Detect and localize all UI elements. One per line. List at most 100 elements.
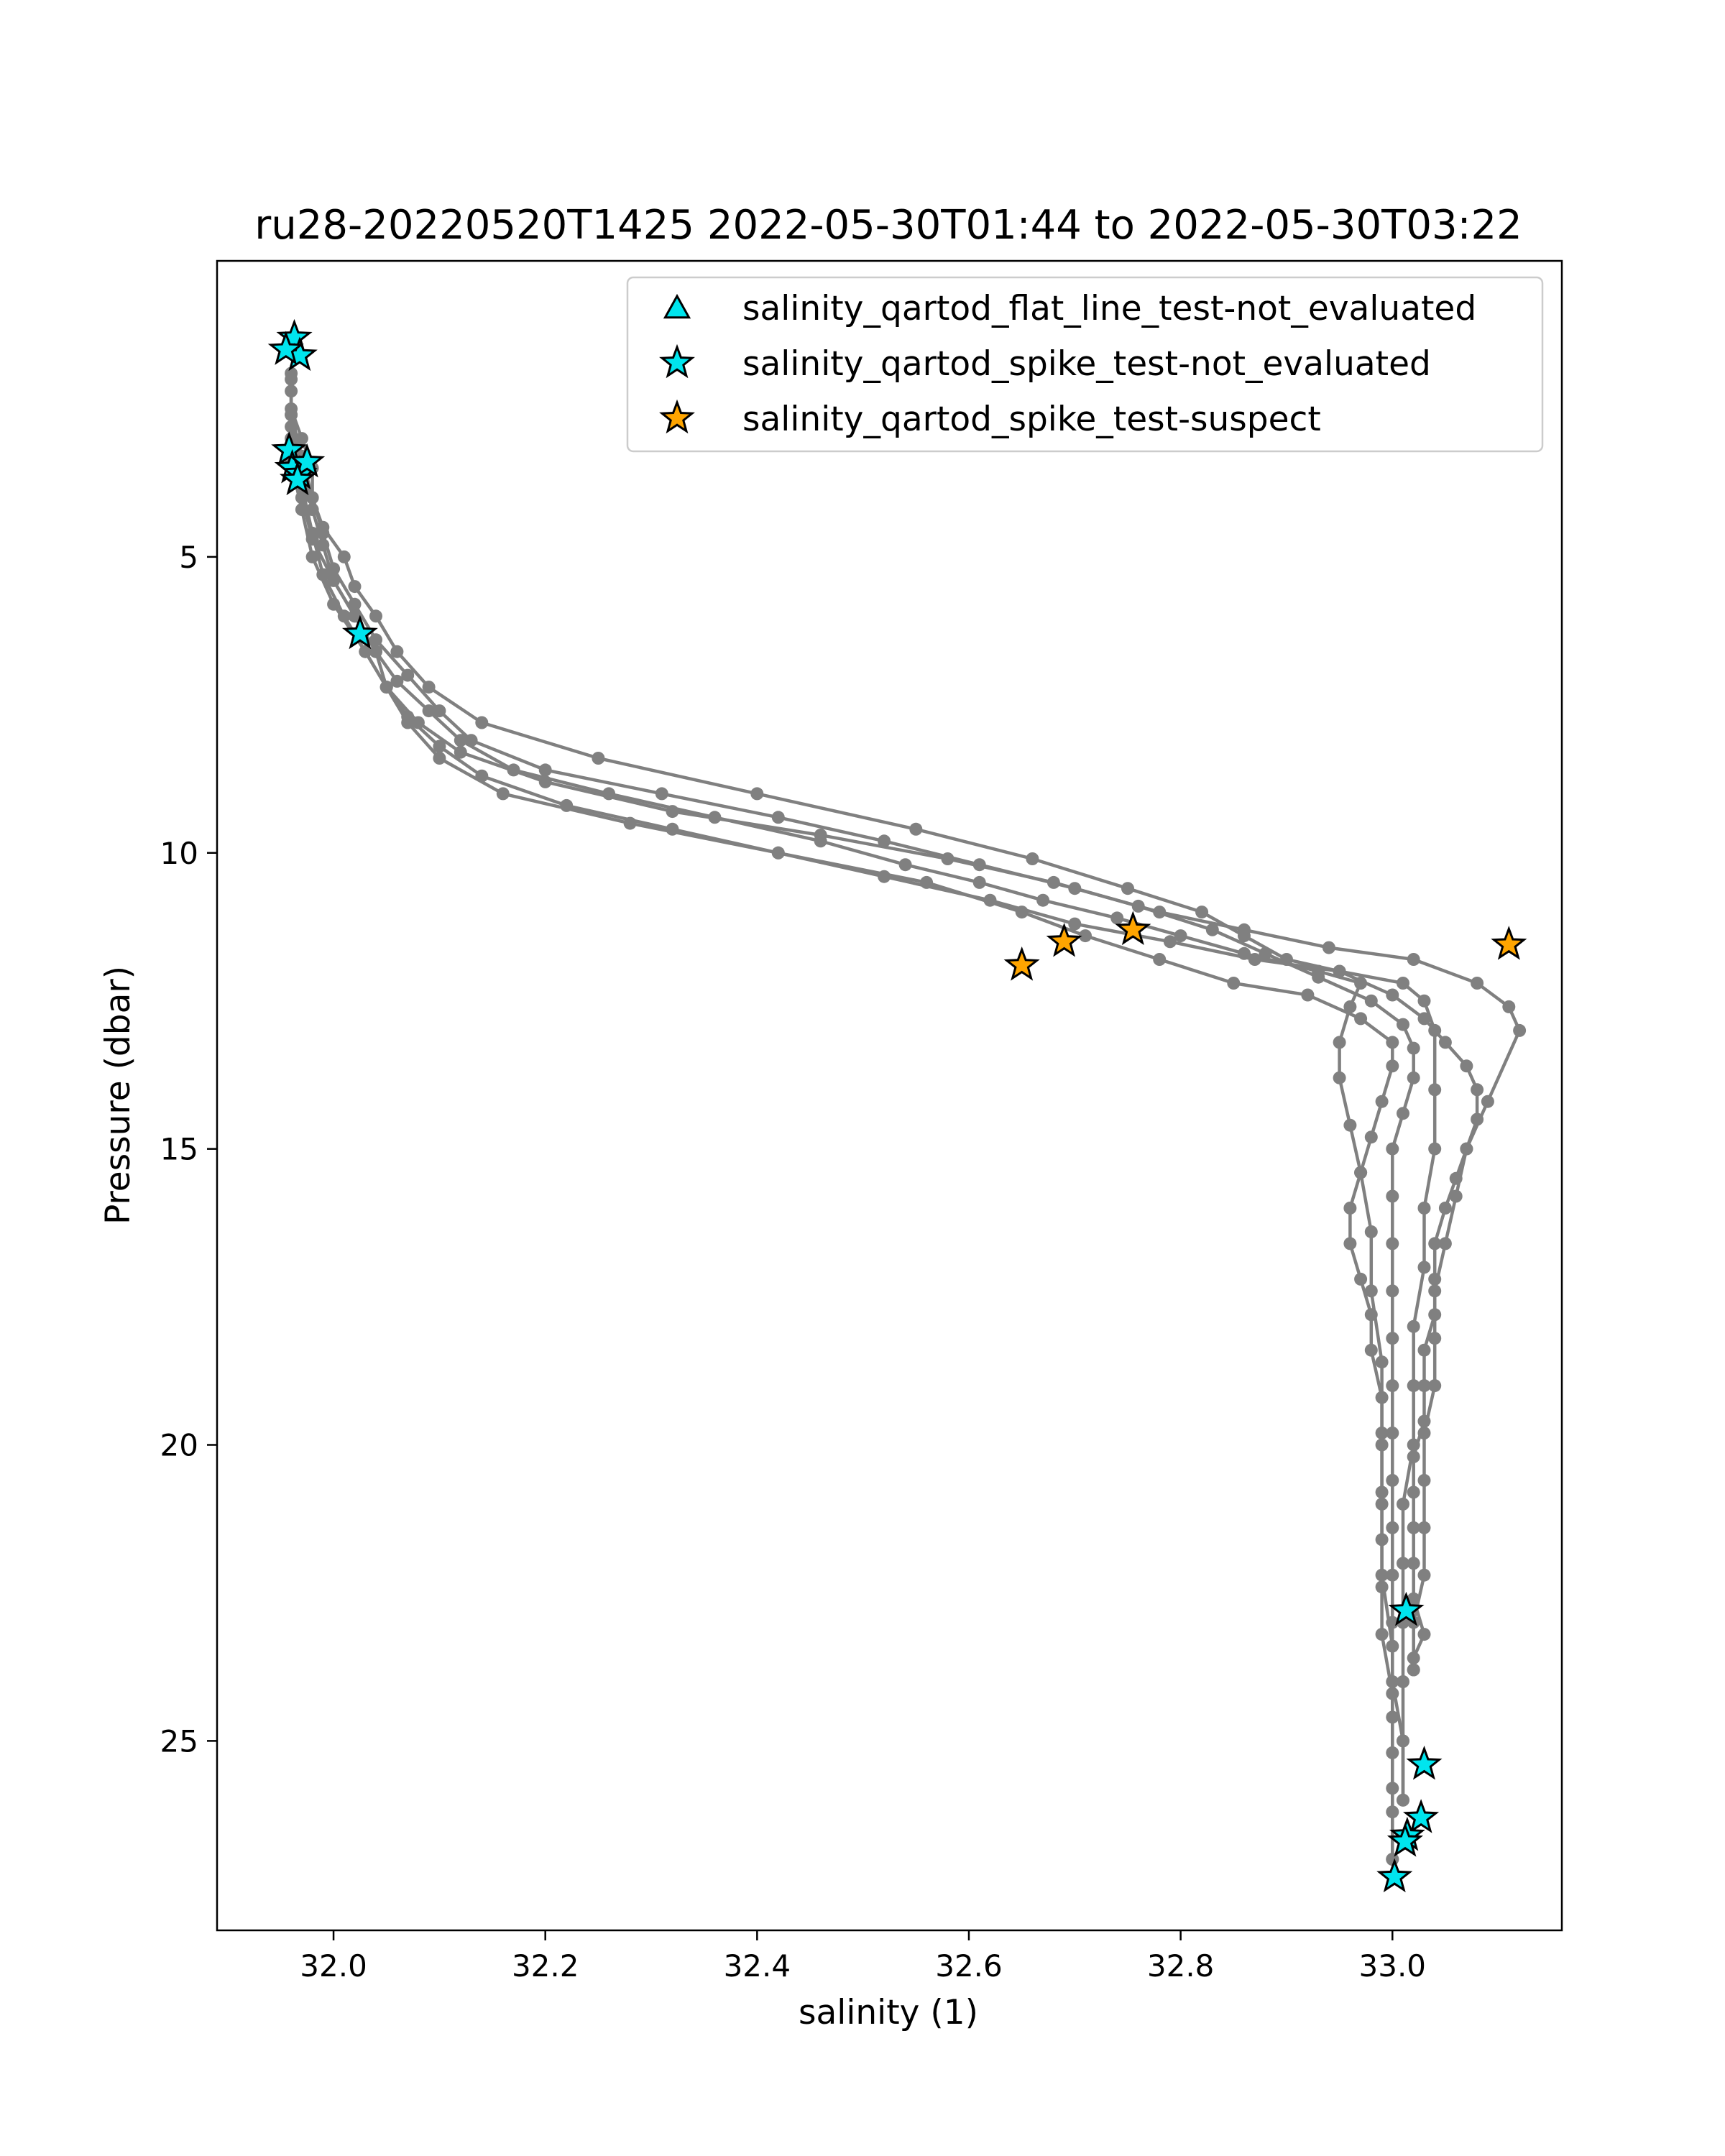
- data-point: [1121, 882, 1134, 895]
- data-point: [1375, 1427, 1389, 1439]
- data-point: [983, 893, 997, 907]
- data-point: [655, 787, 668, 801]
- data-point: [1110, 911, 1124, 925]
- legend-triangle-icon: [663, 293, 691, 319]
- data-point: [1386, 988, 1399, 1002]
- star-marker-2: [267, 331, 304, 365]
- data-point: [1248, 953, 1261, 966]
- star-marker-2: [1403, 1799, 1440, 1833]
- data-point: [1068, 917, 1082, 931]
- data-point: [1449, 1189, 1463, 1203]
- data-point: [1312, 964, 1325, 978]
- data-point: [1407, 1651, 1420, 1665]
- data-point: [1386, 1473, 1399, 1487]
- data-point: [1163, 935, 1177, 949]
- data-point: [1428, 1142, 1442, 1156]
- chart-title: ru28-20220520T1425 2022-05-30T01:44 to 2…: [254, 202, 1522, 249]
- data-point: [1364, 1343, 1378, 1357]
- data-point: [1375, 1391, 1389, 1404]
- data-point: [1386, 1142, 1399, 1156]
- data-point: [1079, 929, 1092, 943]
- data-point: [1397, 1497, 1409, 1511]
- x-axis-label: salinity (1): [799, 1993, 978, 2032]
- data-point: [1375, 1095, 1389, 1108]
- data-point: [1354, 1012, 1368, 1026]
- data-point: [1407, 1557, 1420, 1570]
- data-point: [1417, 1568, 1431, 1582]
- legend: salinity_qartod_flat_line_test-not_evalu…: [626, 276, 1544, 453]
- x-tick-label: 32.6: [935, 1948, 1003, 1984]
- data-point: [1386, 1782, 1399, 1795]
- data-point: [411, 716, 425, 729]
- data-point: [1407, 1319, 1420, 1333]
- data-point: [941, 852, 954, 865]
- data-point: [1417, 1427, 1431, 1439]
- data-point: [1227, 977, 1241, 990]
- data-point: [348, 609, 362, 623]
- data-point: [1417, 994, 1431, 1008]
- data-point: [295, 491, 308, 505]
- data-point: [401, 716, 415, 729]
- data-point: [454, 734, 467, 747]
- data-point: [305, 503, 319, 516]
- data-point: [1407, 953, 1420, 966]
- data-point: [1471, 1112, 1484, 1126]
- data-point: [1015, 906, 1029, 919]
- data-point: [496, 787, 510, 801]
- data-point: [1386, 1427, 1399, 1439]
- data-point: [1386, 1710, 1399, 1724]
- data-point: [1343, 1000, 1357, 1013]
- legend-star-icon: [659, 399, 695, 434]
- data-point: [1417, 1343, 1431, 1357]
- data-point: [1397, 1107, 1409, 1120]
- data-point: [464, 734, 478, 747]
- data-point: [1417, 1379, 1431, 1393]
- data-point: [454, 745, 467, 759]
- data-point: [898, 858, 912, 872]
- x-tick-label: 33.0: [1359, 1948, 1427, 1984]
- data-point: [1343, 1118, 1357, 1132]
- star-marker-2: [289, 443, 326, 478]
- flag-markers: [267, 318, 1527, 1893]
- data-point: [1386, 1521, 1399, 1534]
- star-marker-3: [1115, 911, 1151, 946]
- data-point: [380, 681, 393, 694]
- data-point: [1407, 1071, 1420, 1084]
- data-point: [507, 763, 520, 777]
- star-marker-2: [341, 614, 378, 650]
- data-point: [1471, 977, 1484, 990]
- data-point: [285, 372, 298, 386]
- data-point: [390, 674, 404, 688]
- data-point: [771, 811, 785, 824]
- y-tick-label: 20: [160, 1428, 198, 1463]
- data-point: [602, 787, 616, 801]
- data-point: [1386, 1036, 1399, 1049]
- data-point: [1364, 994, 1378, 1008]
- x-tick-label: 32.0: [300, 1948, 367, 1984]
- data-point: [295, 432, 308, 446]
- x-tick-label: 32.8: [1147, 1948, 1215, 1984]
- data-point: [1417, 1261, 1431, 1274]
- data-point: [1397, 1557, 1409, 1570]
- data-point: [295, 503, 308, 516]
- data-point: [369, 609, 382, 623]
- data-point: [1153, 953, 1167, 966]
- data-point: [1417, 1521, 1431, 1534]
- data-point: [327, 597, 341, 611]
- data-point: [1407, 1663, 1420, 1677]
- data-point: [1354, 1166, 1368, 1179]
- data-point: [1397, 1675, 1409, 1688]
- data-point: [1301, 988, 1315, 1002]
- data-point: [1407, 1379, 1420, 1393]
- data-point: [1259, 946, 1272, 960]
- data-point: [327, 573, 341, 587]
- data-point: [285, 408, 298, 422]
- data-point: [337, 609, 351, 623]
- data-point: [1502, 1000, 1516, 1013]
- data-point: [1417, 1473, 1431, 1487]
- data-point: [1364, 1225, 1378, 1238]
- star-marker-3: [1491, 926, 1527, 960]
- data-point: [1195, 906, 1209, 919]
- legend-frame: [626, 276, 1544, 453]
- data-point: [1428, 1284, 1442, 1298]
